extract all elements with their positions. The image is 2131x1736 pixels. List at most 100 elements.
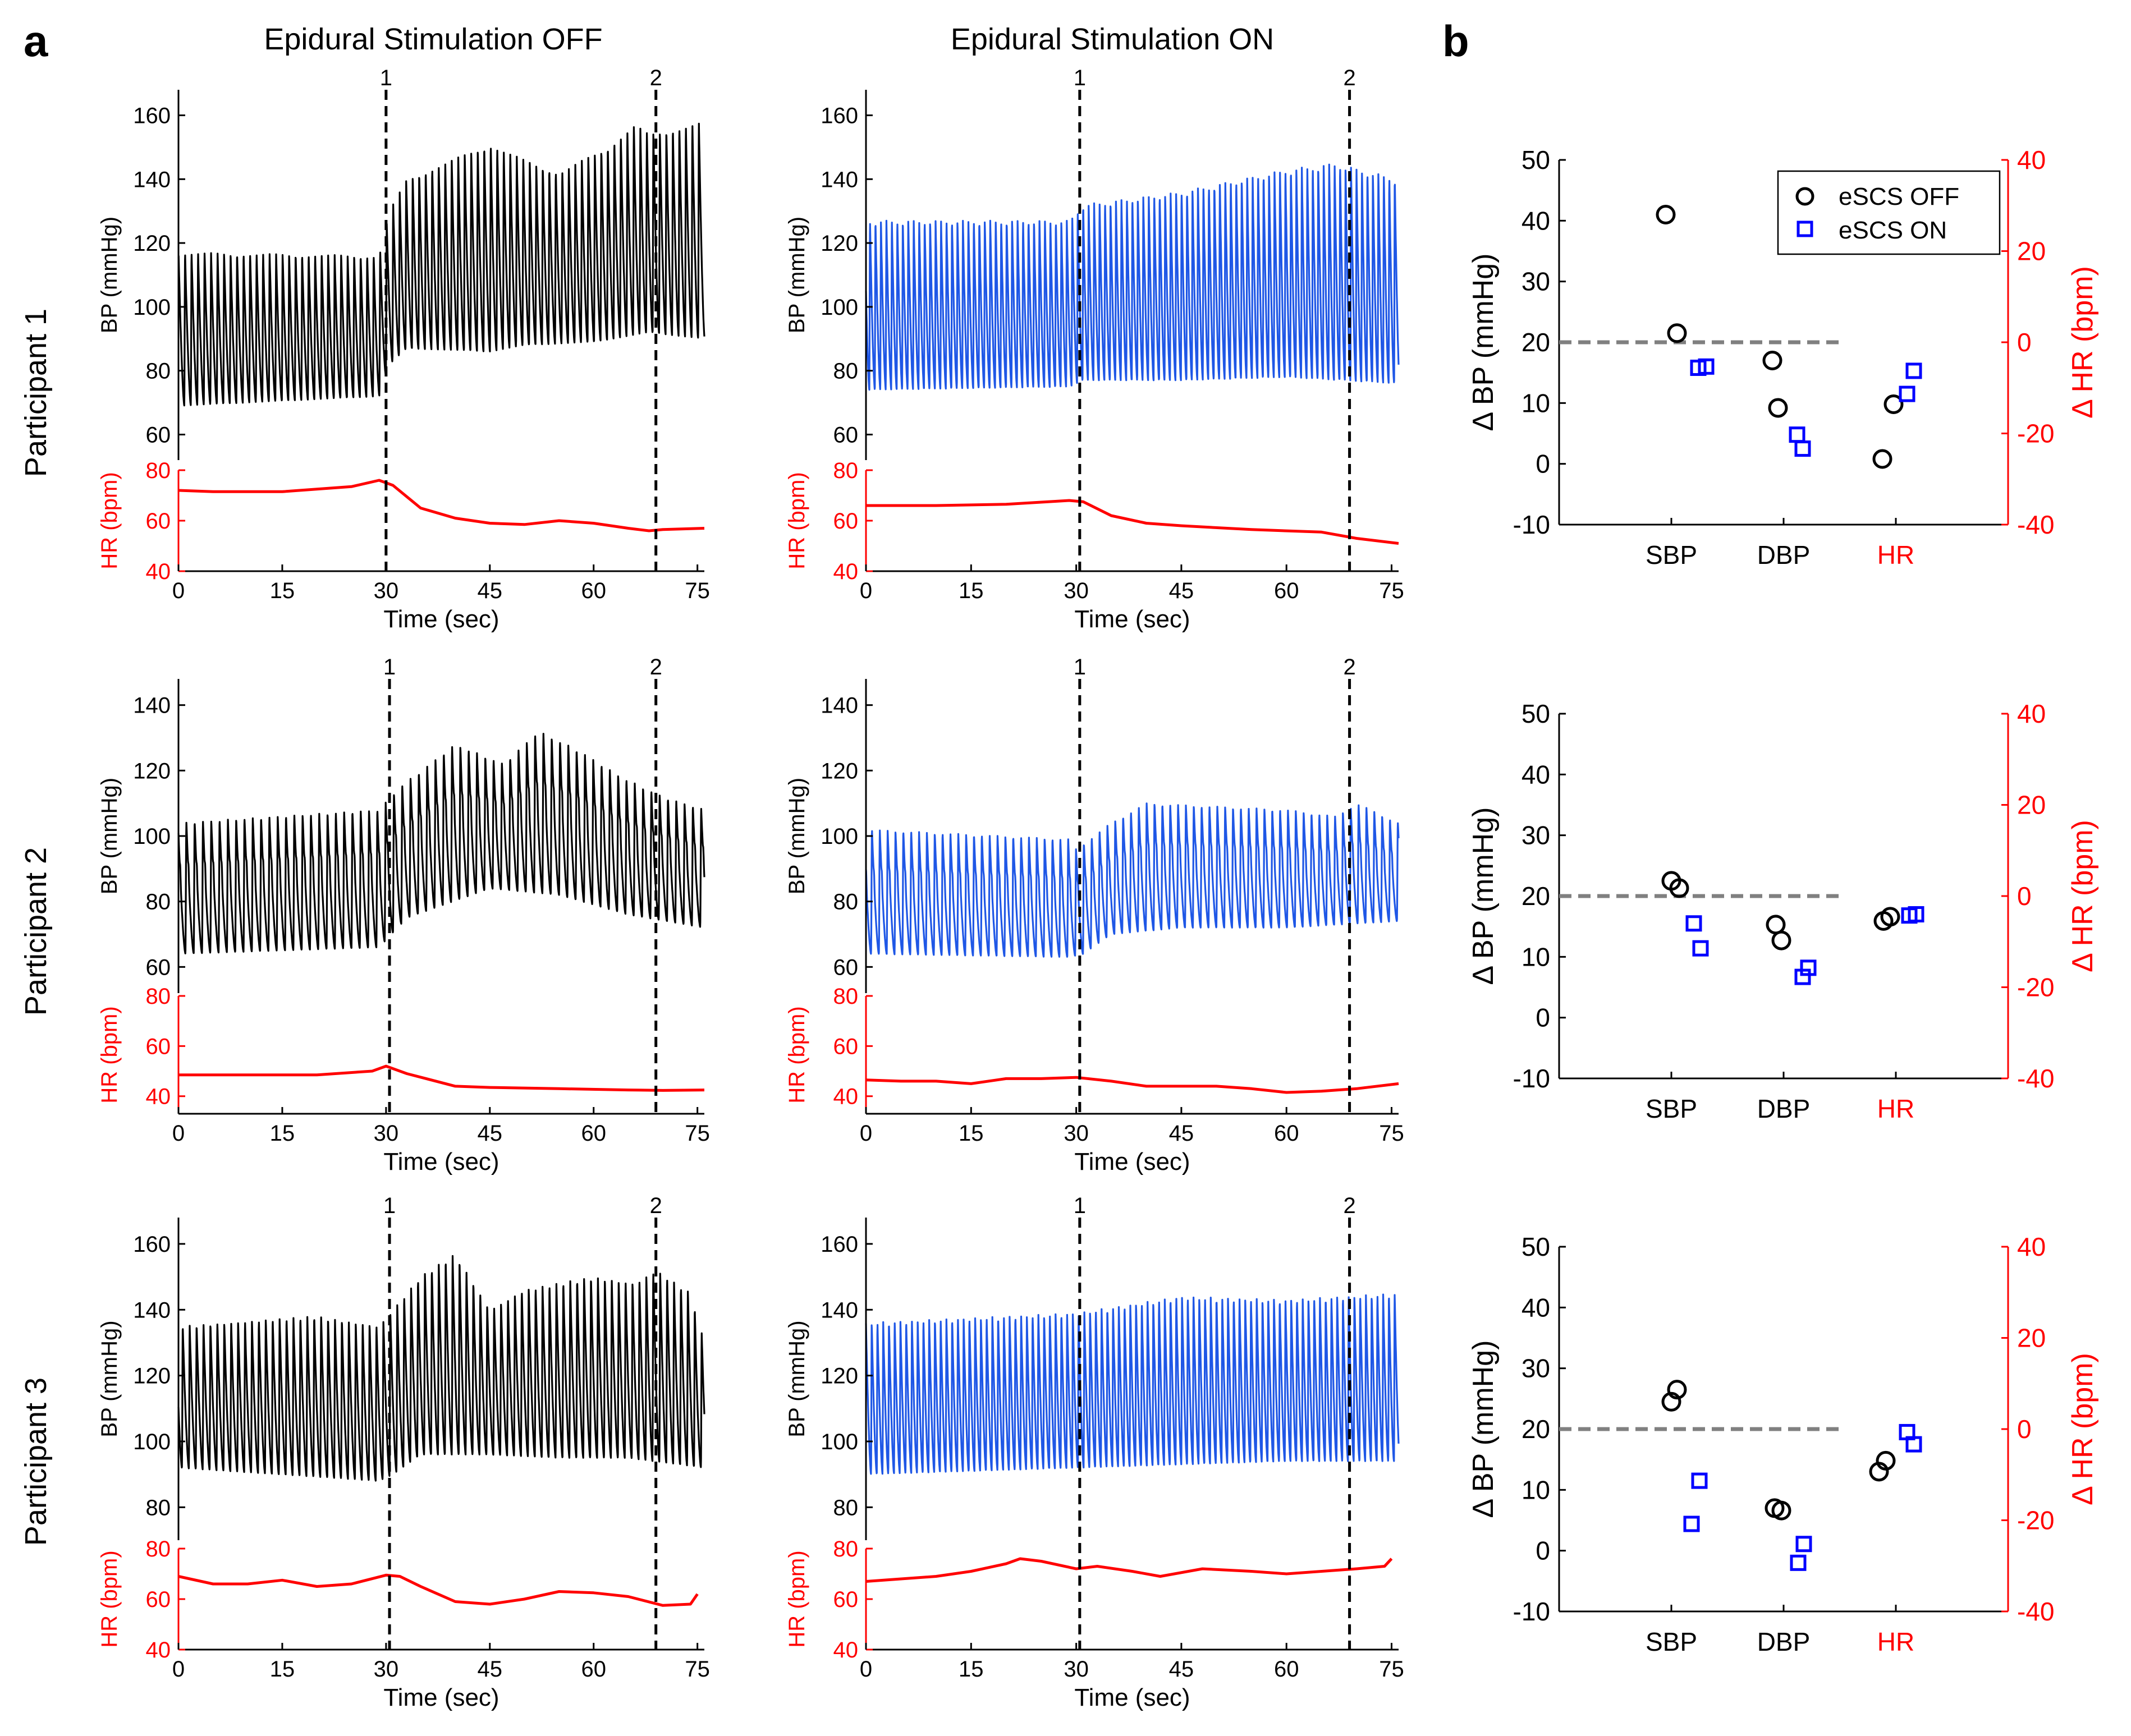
- hr-trace-line: [178, 479, 705, 532]
- event-marker-label: 1: [383, 655, 396, 679]
- hr-y-tick-label: 60: [833, 509, 859, 534]
- x-tick-label: 60: [1274, 578, 1299, 603]
- legend-off-marker: [1795, 187, 1814, 206]
- hr-trace-line: [178, 1064, 705, 1092]
- left-y-tick-label: 50: [1522, 699, 1550, 728]
- x-tick-label: 45: [478, 1657, 503, 1682]
- bp-y-axis-label: BP (mmHg): [97, 1320, 122, 1437]
- hr-y-tick-label: 40: [146, 1085, 171, 1109]
- left-y-tick-label: 40: [1522, 760, 1550, 789]
- left-y-tick-label: 20: [1522, 1414, 1550, 1444]
- escs-on-marker: [1905, 1436, 1922, 1453]
- x-tick-label: 15: [270, 578, 295, 603]
- summary-panel: -10 0 10 20 30 40 50 -40 -20 0 20 40 SBP DBP HR Δ BP (m…: [1467, 699, 2099, 1123]
- left-y-tick-label: 0: [1536, 449, 1550, 479]
- event-marker-label: 1: [1074, 655, 1086, 679]
- bp-y-tick-label: 160: [133, 104, 171, 128]
- right-y-axis-label: Δ HR (bpm): [2066, 1353, 2099, 1505]
- bp-y-tick-label: 80: [146, 359, 171, 384]
- bp-waveform-line: [177, 733, 705, 954]
- left-y-tick-label: 30: [1522, 267, 1550, 296]
- timeseries-panel: 80 100 120 140 160 40 60 80 0 15 30 45 60 75 Time (sec…: [97, 1193, 710, 1711]
- escs-on-marker: [1795, 1536, 1812, 1553]
- x-axis-label: Time (sec): [1074, 605, 1190, 633]
- event-marker-label: 2: [650, 655, 662, 679]
- escs-off-marker: [1872, 449, 1892, 469]
- escs-on-marker: [1908, 906, 1924, 922]
- right-y-tick-label: 0: [2017, 328, 2032, 357]
- x-tick-label: 75: [1379, 1657, 1404, 1682]
- bp-y-axis-label: BP (mmHg): [97, 217, 122, 333]
- hr-y-axis-label: HR (bpm): [785, 472, 809, 569]
- escs-off-marker: [1771, 930, 1791, 950]
- right-y-axis-label: Δ HR (bpm): [2066, 820, 2099, 972]
- bp-y-tick-label: 140: [133, 694, 171, 718]
- bp-waveform-line: [177, 1255, 705, 1482]
- escs-off-marker: [1667, 1380, 1687, 1400]
- bp-y-tick-label: 100: [133, 1430, 171, 1454]
- escs-off-marker: [1876, 1450, 1896, 1471]
- x-tick-label: 45: [1169, 1121, 1194, 1146]
- hr-y-tick-label: 40: [146, 1638, 171, 1662]
- event-marker-label: 2: [1343, 1193, 1355, 1218]
- x-axis-label: Time (sec): [1074, 1684, 1190, 1711]
- hr-y-tick-label: 60: [146, 1034, 171, 1059]
- bp-y-tick-label: 80: [833, 890, 859, 915]
- x-tick-label: 30: [1064, 1657, 1089, 1682]
- row-label-participant-3: Participant 3: [19, 1377, 53, 1546]
- bp-y-tick-label: 60: [146, 955, 171, 980]
- row-label-participant-1: Participant 1: [19, 309, 53, 477]
- hr-y-axis-label: HR (bpm): [97, 1550, 122, 1647]
- bp-y-axis-label: BP (mmHg): [785, 778, 809, 894]
- left-y-tick-label: 30: [1522, 1354, 1550, 1383]
- x-tick-label: 45: [478, 578, 503, 603]
- left-y-tick-label: 20: [1522, 881, 1550, 911]
- x-tick-label: 15: [959, 578, 984, 603]
- right-y-tick-label: 20: [2017, 237, 2046, 266]
- timeseries-panel: 60 80 100 120 140 40 60 80 0 15 30 45 60 75 Time (sec)…: [97, 655, 710, 1175]
- left-y-tick-label: 10: [1522, 1475, 1550, 1504]
- bp-y-tick-label: 80: [833, 359, 859, 384]
- summary-panel: -10 0 10 20 30 40 50 -40 -20 0 20 40 SBP DBP HR Δ BP (m…: [1467, 145, 2099, 570]
- escs-off-marker: [1771, 1500, 1791, 1521]
- left-y-axis-label: Δ BP (mmHg): [1467, 1340, 1500, 1518]
- bp-y-tick-label: 160: [821, 104, 858, 128]
- right-y-tick-label: -40: [2017, 1597, 2054, 1626]
- bp-y-tick-label: 80: [146, 890, 171, 915]
- bp-y-tick-label: 140: [133, 1298, 171, 1322]
- escs-off-marker: [1766, 915, 1786, 935]
- bp-y-tick-label: 140: [821, 1298, 858, 1322]
- x-tick-label: 75: [685, 1657, 710, 1682]
- right-y-tick-label: 0: [2017, 881, 2032, 911]
- left-y-tick-label: 20: [1522, 328, 1550, 357]
- legend-on-marker: [1797, 221, 1813, 237]
- x-tick-label: 75: [685, 578, 710, 603]
- left-y-tick-label: 50: [1522, 1232, 1550, 1261]
- escs-on-marker: [1790, 1554, 1807, 1571]
- bp-y-tick-label: 100: [133, 295, 171, 320]
- hr-y-tick-label: 60: [833, 1034, 859, 1059]
- escs-off-marker: [1762, 351, 1782, 370]
- x-tick-label: 30: [1064, 1121, 1089, 1146]
- escs-off-marker: [1669, 878, 1689, 898]
- bp-y-tick-label: 120: [821, 231, 858, 256]
- escs-off-marker: [1768, 398, 1788, 418]
- hr-y-tick-label: 80: [146, 458, 171, 483]
- hr-trace-line: [865, 1557, 1393, 1583]
- x-tick-label: 30: [374, 578, 399, 603]
- x-category-label: SBP: [1646, 540, 1697, 570]
- escs-on-marker: [1789, 426, 1805, 443]
- event-marker-label: 2: [650, 66, 662, 90]
- hr-trace-line: [866, 499, 1399, 545]
- bp-y-tick-label: 140: [821, 167, 858, 192]
- x-axis-label: Time (sec): [383, 1684, 499, 1711]
- right-y-tick-label: -40: [2017, 1064, 2054, 1093]
- left-y-tick-label: 0: [1536, 1536, 1550, 1565]
- hr-y-tick-label: 80: [833, 984, 859, 1009]
- bp-y-tick-label: 120: [133, 231, 171, 256]
- escs-off-marker: [1880, 907, 1900, 927]
- hr-trace-line: [178, 1573, 699, 1607]
- event-marker-label: 1: [1074, 66, 1086, 90]
- bp-waveform-line: [865, 1293, 1400, 1475]
- escs-on-marker: [1685, 915, 1702, 932]
